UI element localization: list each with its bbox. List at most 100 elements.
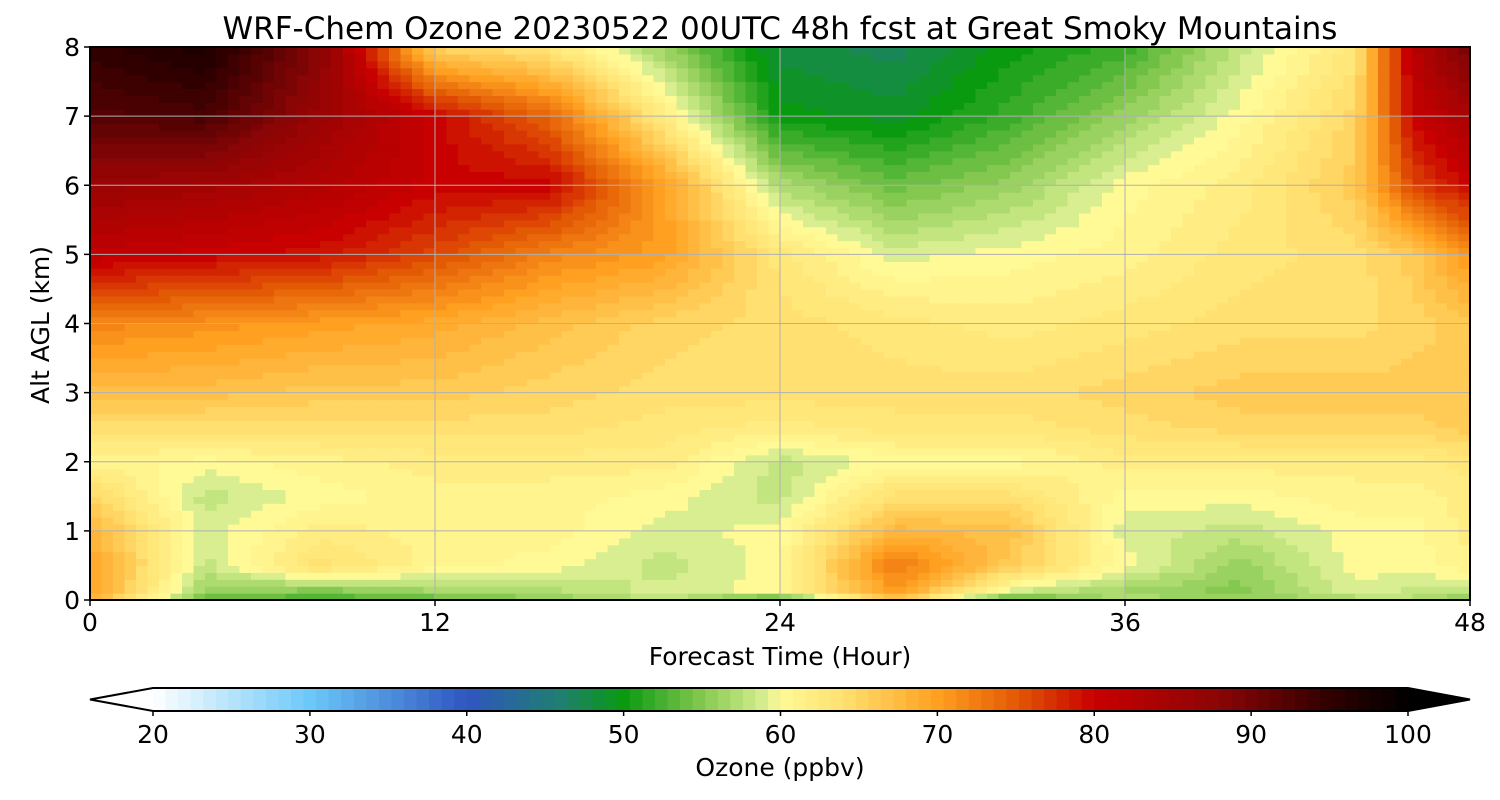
heatmap-cell bbox=[998, 496, 1011, 504]
heatmap-cell bbox=[251, 496, 264, 504]
heatmap-cell bbox=[423, 468, 436, 477]
heatmap-cell bbox=[1228, 323, 1241, 332]
heatmap-cell bbox=[182, 565, 195, 573]
heatmap-cell bbox=[1010, 537, 1023, 546]
heatmap-cell bbox=[734, 510, 747, 518]
heatmap-cell bbox=[918, 344, 931, 352]
heatmap-cell bbox=[136, 503, 149, 511]
heatmap-cell bbox=[527, 558, 540, 567]
heatmap-cell bbox=[1412, 523, 1425, 532]
heatmap-cell bbox=[1447, 434, 1460, 442]
heatmap-cell bbox=[423, 593, 436, 600]
heatmap-cell bbox=[435, 517, 448, 525]
heatmap-cell bbox=[1113, 593, 1126, 600]
heatmap-cell bbox=[1228, 489, 1241, 497]
heatmap-cell bbox=[906, 461, 919, 470]
heatmap-cell bbox=[423, 378, 436, 387]
heatmap-cell bbox=[1205, 461, 1218, 470]
heatmap-cell bbox=[262, 316, 275, 325]
heatmap-cell bbox=[768, 447, 781, 456]
heatmap-cell bbox=[1274, 399, 1287, 408]
heatmap-cell bbox=[1251, 530, 1264, 539]
heatmap-cell bbox=[1010, 489, 1023, 497]
heatmap-cell bbox=[584, 344, 597, 352]
heatmap-cell bbox=[492, 565, 505, 573]
heatmap-cell bbox=[159, 330, 172, 338]
heatmap-cell bbox=[1435, 427, 1448, 435]
heatmap-cell bbox=[147, 351, 160, 359]
heatmap-cell bbox=[1412, 454, 1425, 463]
heatmap-cell bbox=[607, 551, 620, 560]
heatmap-cell bbox=[975, 593, 988, 600]
heatmap-cell bbox=[320, 337, 333, 345]
heatmap-cell bbox=[136, 337, 149, 345]
heatmap-cell bbox=[584, 427, 597, 435]
heatmap-cell bbox=[883, 565, 896, 573]
heatmap-cell bbox=[906, 378, 919, 387]
heatmap-cell bbox=[446, 454, 459, 463]
heatmap-cell bbox=[1447, 468, 1460, 477]
heatmap-cell bbox=[1263, 441, 1276, 449]
heatmap-cell bbox=[423, 413, 436, 421]
heatmap-cell bbox=[1458, 371, 1470, 380]
heatmap-cell bbox=[515, 468, 528, 477]
heatmap-cell bbox=[1435, 351, 1448, 359]
heatmap-cell bbox=[906, 454, 919, 463]
heatmap-cell bbox=[814, 316, 827, 325]
heatmap-cell bbox=[1435, 344, 1448, 352]
heatmap-cell bbox=[423, 565, 436, 573]
heatmap-cell bbox=[561, 523, 574, 532]
heatmap-cell bbox=[711, 523, 724, 532]
heatmap-cell bbox=[780, 330, 793, 338]
heatmap-cell bbox=[596, 593, 609, 600]
heatmap-cell bbox=[136, 454, 149, 463]
heatmap-cell bbox=[814, 434, 827, 442]
heatmap-cell bbox=[320, 558, 333, 567]
heatmap-cell bbox=[527, 406, 540, 414]
heatmap-cell bbox=[469, 344, 482, 352]
heatmap-cell bbox=[182, 544, 195, 553]
heatmap-cell bbox=[504, 323, 517, 332]
heatmap-cell bbox=[1056, 378, 1069, 387]
heatmap-cell bbox=[1159, 420, 1172, 428]
heatmap-cell bbox=[1240, 530, 1253, 539]
ozone-heatmap bbox=[90, 47, 1470, 600]
heatmap-cell bbox=[814, 441, 827, 449]
heatmap-cell bbox=[481, 544, 494, 553]
heatmap-cell bbox=[1263, 371, 1276, 380]
heatmap-cell bbox=[964, 523, 977, 532]
heatmap-cell bbox=[826, 544, 839, 553]
heatmap-cell bbox=[331, 482, 344, 490]
heatmap-cell bbox=[941, 344, 954, 352]
heatmap-cell bbox=[1447, 378, 1460, 387]
heatmap-cell bbox=[1194, 503, 1207, 511]
heatmap-cell bbox=[906, 579, 919, 587]
heatmap-cell bbox=[1182, 523, 1195, 532]
heatmap-cell bbox=[423, 434, 436, 442]
heatmap-cell bbox=[929, 413, 942, 421]
heatmap-cell bbox=[1366, 441, 1379, 449]
heatmap-cell bbox=[1102, 323, 1115, 332]
heatmap-cell bbox=[791, 579, 804, 587]
heatmap-cell bbox=[343, 544, 356, 553]
heatmap-cell bbox=[987, 447, 1000, 456]
heatmap-cell bbox=[1136, 420, 1149, 428]
heatmap-cell bbox=[1309, 503, 1322, 511]
heatmap-cell bbox=[1194, 427, 1207, 435]
heatmap-cell bbox=[1263, 510, 1276, 518]
heatmap-cell bbox=[205, 316, 218, 325]
heatmap-cell bbox=[987, 378, 1000, 387]
heatmap-cell bbox=[1090, 406, 1103, 414]
heatmap-cell bbox=[1010, 510, 1023, 518]
heatmap-cell bbox=[527, 358, 540, 366]
heatmap-cell bbox=[630, 544, 643, 553]
heatmap-cell bbox=[1136, 579, 1149, 587]
heatmap-cell bbox=[159, 309, 172, 318]
heatmap-cell bbox=[918, 558, 931, 567]
heatmap-cell bbox=[412, 461, 425, 470]
heatmap-cell bbox=[262, 358, 275, 366]
heatmap-cell bbox=[538, 510, 551, 518]
heatmap-cell bbox=[883, 586, 896, 594]
heatmap-cell bbox=[159, 413, 172, 421]
heatmap-cell bbox=[136, 565, 149, 573]
